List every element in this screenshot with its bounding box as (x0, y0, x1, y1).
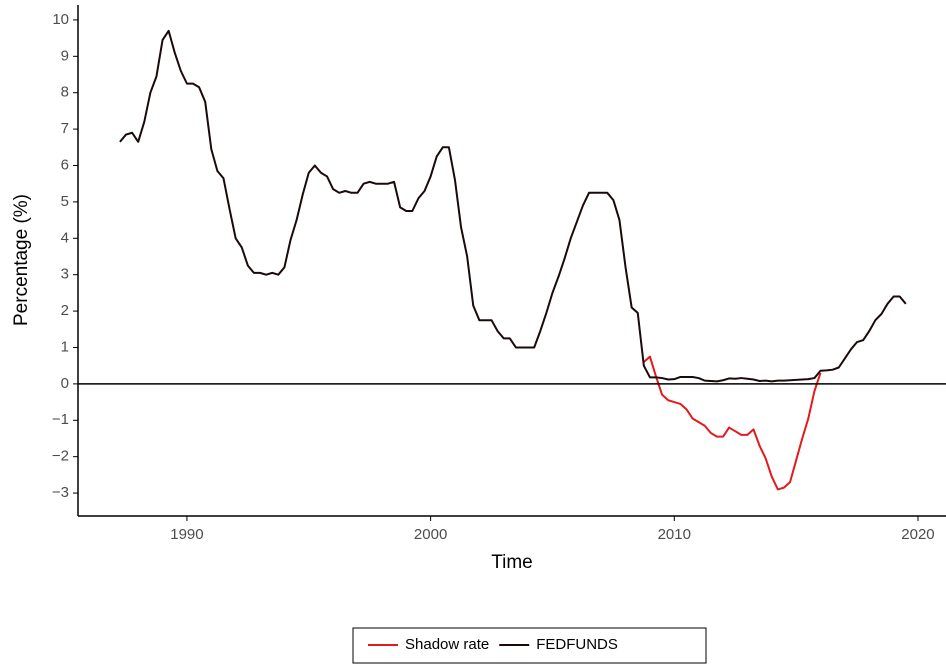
x-tick-label: 1990 (170, 526, 203, 543)
x-tick-label: 2020 (901, 526, 934, 543)
y-tick-label: 10 (52, 11, 69, 28)
x-tick-label: 2000 (414, 526, 447, 543)
y-axis-title: Percentage (%) (11, 194, 32, 326)
series-line (643, 355, 822, 491)
legend-label: Shadow rate (405, 636, 489, 653)
x-tick-label: 2010 (658, 526, 691, 543)
y-tick-label: 9 (61, 47, 69, 64)
y-tick-label: −2 (52, 448, 69, 465)
y-tick-label: −3 (52, 484, 69, 501)
legend-box (352, 627, 707, 664)
y-tick-label: 1 (61, 338, 69, 355)
y-tick-label: 6 (61, 156, 69, 173)
y-tick-label: 3 (61, 266, 69, 283)
y-tick-label: 2 (61, 302, 69, 319)
y-tick-label: −1 (52, 411, 69, 428)
x-axis-title: Time (491, 552, 533, 573)
series-line (119, 29, 907, 383)
y-tick-label: 5 (61, 193, 69, 210)
legend-label: FEDFUNDS (536, 636, 618, 653)
y-tick-label: 7 (61, 120, 69, 137)
y-tick-label: 4 (61, 229, 69, 246)
y-tick-label: 8 (61, 84, 69, 101)
y-tick-label: 0 (61, 375, 69, 392)
